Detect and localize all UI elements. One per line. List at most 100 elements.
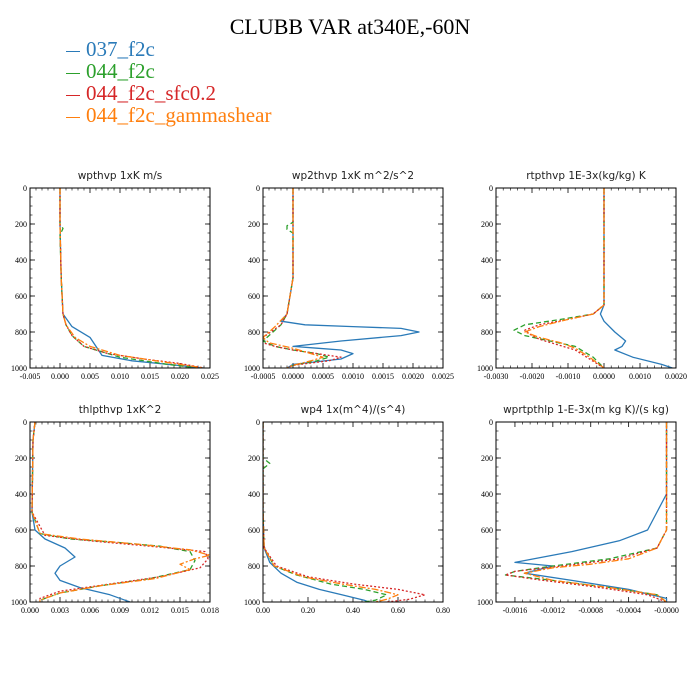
y-tick-label: 200 — [248, 220, 260, 229]
x-tick-label: 0.003 — [51, 606, 69, 615]
page-title: CLUBB VAR at340E,-60N — [229, 14, 471, 39]
y-tick-label: 600 — [481, 292, 493, 301]
x-tick-label: 0.000 — [21, 606, 39, 615]
legend-swatch — [66, 116, 80, 118]
legend-label: 037_f2c — [86, 37, 155, 61]
y-tick-label: 600 — [248, 526, 260, 535]
series-line-037_f2c — [280, 188, 420, 368]
y-tick-label: 600 — [481, 526, 493, 535]
y-tick-label: 400 — [481, 490, 493, 499]
y-tick-label: 0 — [23, 184, 27, 193]
y-tick-label: 600 — [248, 292, 260, 301]
series-line-044_f2c_sfc0.2 — [31, 422, 209, 602]
y-tick-label: 800 — [481, 562, 493, 571]
x-tick-label: 0.60 — [391, 606, 405, 615]
series-line-044_f2c — [263, 188, 330, 368]
x-tick-label: 0.20 — [301, 606, 315, 615]
series-line-044_f2c — [263, 422, 388, 602]
y-tick-label: 200 — [15, 454, 27, 463]
y-tick-label: 800 — [248, 562, 260, 571]
x-tick-label: 0.000 — [51, 372, 69, 381]
chart-title: wprtpthlp 1-E-3x(m kg K)/(s kg) — [503, 404, 669, 416]
x-tick-label: 0.009 — [111, 606, 129, 615]
y-tick-label: 800 — [15, 328, 27, 337]
legend-label: 044_f2c_sfc0.2 — [86, 81, 217, 105]
x-tick-label: 0.015 — [171, 606, 189, 615]
legend: 037_f2c 044_f2c 044_f2c_sfc0.2 044_f2c_g… — [66, 38, 271, 126]
x-tick-label: -0.0004 — [616, 606, 641, 615]
series-line-044_f2c_sfc0.2 — [59, 188, 205, 368]
x-tick-label: -0.0012 — [541, 606, 566, 615]
chart-title: thlpthvp 1xK^2 — [79, 404, 162, 416]
legend-item: 037_f2c — [66, 38, 271, 60]
x-tick-label: -0.0020 — [520, 372, 545, 381]
y-tick-label: 200 — [481, 454, 493, 463]
y-tick-label: 400 — [15, 490, 27, 499]
x-tick-label: -0.0016 — [503, 606, 528, 615]
x-tick-label: 0.015 — [141, 372, 159, 381]
y-tick-label: 800 — [15, 562, 27, 571]
y-tick-label: 400 — [248, 490, 260, 499]
legend-swatch — [66, 50, 80, 52]
plot-frame — [495, 187, 677, 369]
series-line-044_f2c — [59, 188, 199, 368]
y-tick-label: 1000 — [244, 364, 260, 373]
legend-item: 044_f2c_gammashear — [66, 104, 271, 126]
x-tick-label: 0.005 — [81, 372, 99, 381]
series-line-044_f2c_sfc0.2 — [263, 188, 342, 368]
x-tick-label: 0.0000 — [282, 372, 304, 381]
y-tick-label: 200 — [15, 220, 27, 229]
x-tick-label: -0.0030 — [484, 372, 509, 381]
x-tick-label: 0.0025 — [432, 372, 454, 381]
x-tick-label: 0.0005 — [312, 372, 334, 381]
series-line-044_f2c_sfc0.2 — [263, 422, 426, 602]
x-tick-label: 0.018 — [201, 606, 219, 615]
series-line-037_f2c — [31, 422, 131, 602]
y-tick-label: 1000 — [477, 598, 493, 607]
plot-frame — [29, 187, 211, 369]
y-tick-label: 800 — [481, 328, 493, 337]
chart-title: wpthvp 1xK m/s — [78, 170, 163, 182]
x-tick-label: -0.0008 — [578, 606, 603, 615]
series-line-044_f2c — [513, 188, 605, 368]
x-tick-label: 0.0010 — [342, 372, 364, 381]
y-tick-label: 0 — [256, 184, 260, 193]
legend-swatch — [66, 72, 80, 74]
x-tick-label: 0.012 — [141, 606, 159, 615]
x-tick-label: 0.0000 — [593, 372, 615, 381]
plot-frame — [29, 421, 211, 603]
x-tick-label: -0.005 — [20, 372, 41, 381]
chart-title: wp4 1x(m^4)/(s^4) — [301, 404, 406, 416]
legend-item: 044_f2c — [66, 60, 271, 82]
chart-panel: rtpthvp 1E-3x(kg/kg) K02004006008001000-… — [477, 170, 687, 381]
y-tick-label: 600 — [15, 292, 27, 301]
x-tick-label: 0.025 — [201, 372, 219, 381]
y-tick-label: 400 — [15, 256, 27, 265]
y-tick-label: 200 — [248, 454, 260, 463]
series-line-044_f2c_gammashear — [31, 422, 210, 602]
chart-panel: wp2thvp 1xK m^2/s^2 0 200 400 600 800 1000-0.0… — [244, 170, 454, 381]
legend-label: 044_f2c — [86, 59, 155, 83]
x-tick-label: 0.006 — [81, 606, 99, 615]
plot-frame — [262, 187, 444, 369]
y-tick-label: 0 — [23, 418, 27, 427]
series-line-037_f2c — [263, 422, 369, 602]
chart-panel: wpthvp 1xK m/s 0 200 400 600 800 1000-0.005 0.0… — [11, 170, 219, 381]
y-tick-label: 0 — [489, 184, 493, 193]
x-tick-label: 0.00 — [256, 606, 270, 615]
series-line-044_f2c_gammashear — [263, 422, 399, 602]
y-tick-label: 400 — [481, 256, 493, 265]
series-line-044_f2c_gammashear — [263, 188, 324, 368]
x-tick-label: 0.80 — [436, 606, 450, 615]
plot-frame — [262, 421, 444, 603]
y-tick-label: 1000 — [477, 364, 493, 373]
series-line-044_f2c_sfc0.2 — [524, 188, 605, 368]
chart-panel: wprtpthlp 1-E-3x(m kg K)/(s kg) 0 200 400 60… — [477, 404, 679, 615]
x-tick-label: 0.010 — [111, 372, 129, 381]
legend-swatch — [66, 94, 80, 96]
y-tick-label: 0 — [256, 418, 260, 427]
x-tick-label: 0.020 — [171, 372, 189, 381]
x-tick-label: 0.40 — [346, 606, 360, 615]
